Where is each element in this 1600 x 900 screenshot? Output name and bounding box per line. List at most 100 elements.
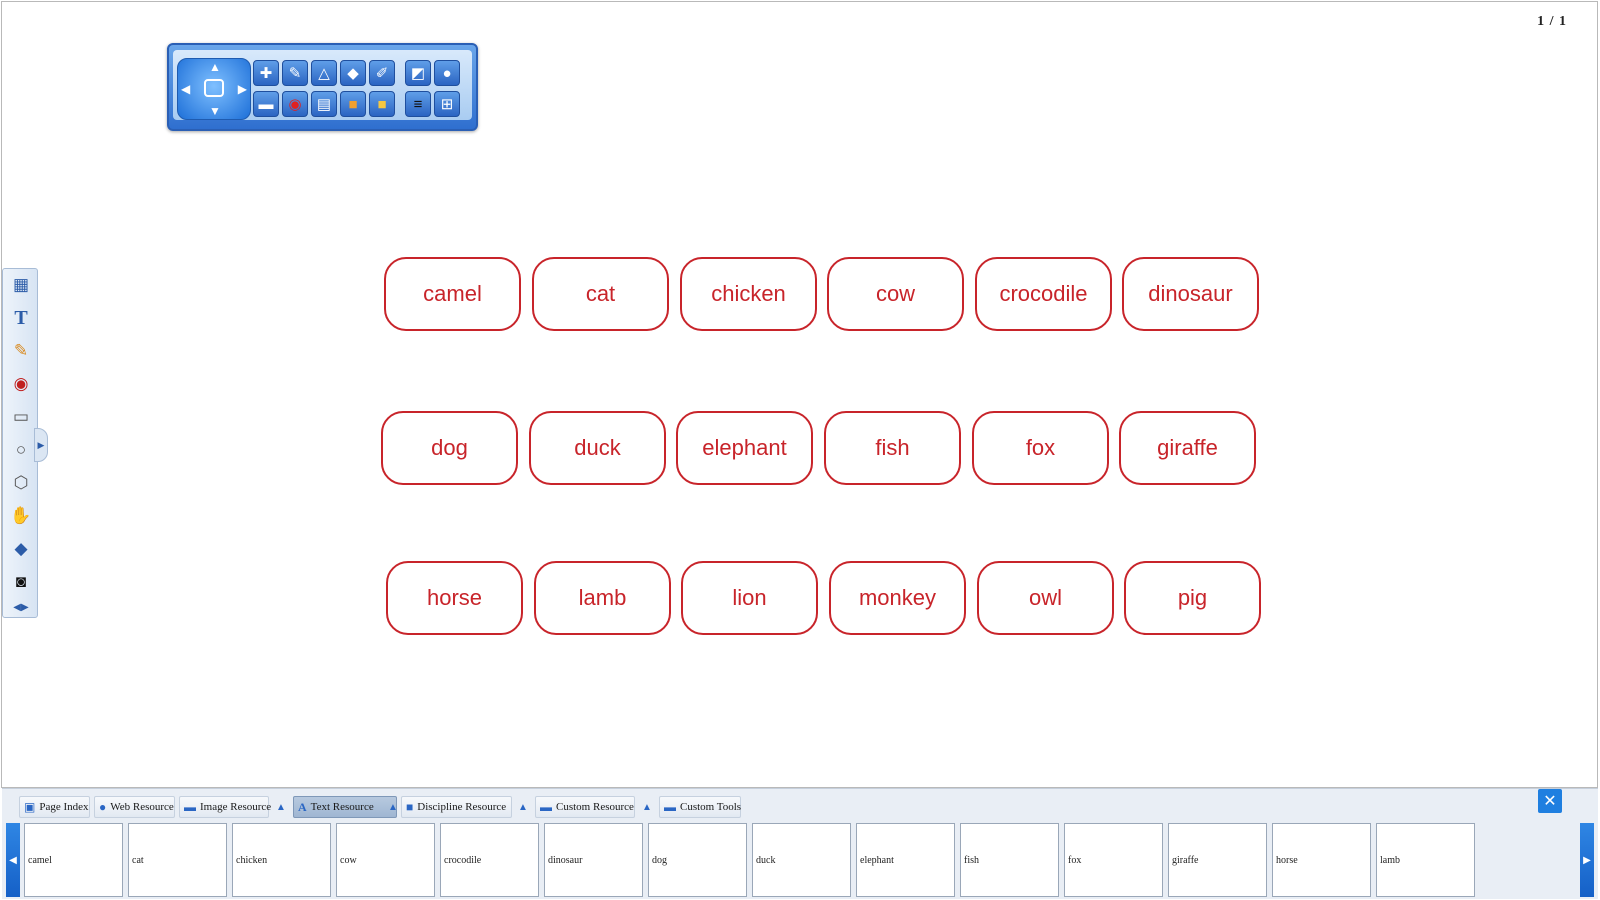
tab-page-index[interactable]: ▣ Page Index: [19, 796, 90, 818]
screen-mode-icon: [204, 79, 224, 97]
floating-toolbar[interactable]: ▲ ◀ ▶ ▼ ✚ ✎ △ ◆ ✐ ◩ ● ▬ ◉ ▤ ■ ■ ≡ ⊞: [167, 43, 478, 131]
toolbox-icon: ■: [348, 95, 358, 113]
highlighter-button[interactable]: ✐: [369, 60, 395, 86]
chevron-up-icon: ▲: [518, 801, 528, 813]
text-thumbnail[interactable]: horse: [1272, 823, 1371, 897]
left-tool-strip: ▦ T ✎ ◉ ▭ ○ ⬡ ✋ ◆ ◙ ◀▶: [2, 268, 38, 618]
grid-icon: ⊞: [440, 96, 454, 113]
text-thumbnail[interactable]: dog: [648, 823, 747, 897]
discipline-resource-expand[interactable]: ▲: [515, 799, 531, 815]
word-card[interactable]: dinosaur: [1122, 257, 1259, 331]
record-tool[interactable]: ◉: [9, 372, 33, 396]
rectangle-tool[interactable]: ▭: [9, 405, 33, 429]
collapse-arrows-icon: ◀▶: [13, 601, 29, 613]
text-thumbnail[interactable]: fox: [1064, 823, 1163, 897]
text-resource-expand[interactable]: ▲: [385, 799, 401, 815]
text-thumbnail[interactable]: chicken: [232, 823, 331, 897]
record-button[interactable]: ◉: [282, 91, 308, 117]
word-card[interactable]: cow: [827, 257, 964, 331]
word-card[interactable]: elephant: [676, 411, 813, 485]
hand-tool[interactable]: ✋: [9, 504, 33, 528]
text-thumbnail[interactable]: cat: [128, 823, 227, 897]
arrow-down-icon: ▼: [209, 104, 221, 118]
shape-button[interactable]: △: [311, 60, 337, 86]
thumbnail-scroll-left[interactable]: ◀: [6, 823, 20, 897]
word-card[interactable]: pig: [1124, 561, 1261, 635]
word-card[interactable]: giraffe: [1119, 411, 1256, 485]
folder-icon: ■: [377, 95, 387, 113]
text-thumbnail[interactable]: lamb: [1376, 823, 1475, 897]
whiteboard-canvas[interactable]: 1 / 1: [1, 1, 1598, 788]
screen-capture-icon: ▬: [258, 95, 274, 113]
collapse-arrows[interactable]: ◀▶: [9, 595, 33, 619]
text-thumbnail[interactable]: cow: [336, 823, 435, 897]
word-card[interactable]: horse: [386, 561, 523, 635]
text-thumbnail[interactable]: dinosaur: [544, 823, 643, 897]
image-folder-icon: ▬: [184, 800, 196, 814]
tab-label: Image Resource: [200, 801, 272, 813]
text-thumbnail[interactable]: elephant: [856, 823, 955, 897]
left-strip-toggle[interactable]: ▶: [34, 428, 48, 462]
word-card[interactable]: owl: [977, 561, 1114, 635]
tab-label: Custom Resource: [556, 801, 634, 813]
screen-tool[interactable]: ◙: [9, 570, 33, 594]
text-thumbnail[interactable]: fish: [960, 823, 1059, 897]
text-thumbnail[interactable]: giraffe: [1168, 823, 1267, 897]
text-thumbnail[interactable]: camel: [24, 823, 123, 897]
close-panel-button[interactable]: ✕: [1538, 789, 1562, 813]
toolbar-move-pad[interactable]: ▲ ◀ ▶ ▼: [177, 58, 251, 120]
toolbox-button[interactable]: ■: [340, 91, 366, 117]
tab-label: Web Resource: [110, 801, 174, 813]
thumbnail-scroll-right[interactable]: ▶: [1580, 823, 1594, 897]
word-card[interactable]: fox: [972, 411, 1109, 485]
eraser-icon: ◆: [14, 539, 28, 558]
text-tool[interactable]: T: [9, 306, 33, 330]
eraser-tool[interactable]: ◆: [9, 537, 33, 561]
pencil-tool[interactable]: ✎: [9, 339, 33, 363]
word-card[interactable]: lion: [681, 561, 818, 635]
new-page-button[interactable]: ✚: [253, 60, 279, 86]
tab-custom-resource[interactable]: ▬ Custom Resource: [535, 796, 635, 818]
background-tool[interactable]: ▦: [9, 273, 33, 297]
word-card[interactable]: duck: [529, 411, 666, 485]
arrow-right-icon: ▶: [237, 82, 247, 96]
document-button[interactable]: ▤: [311, 91, 337, 117]
grid-button[interactable]: ⊞: [434, 91, 460, 117]
tab-custom-tools[interactable]: ▬ Custom Tools: [659, 796, 741, 818]
line-width-button[interactable]: ≡: [405, 91, 431, 117]
word-card[interactable]: dog: [381, 411, 518, 485]
color-palette-button[interactable]: ●: [434, 60, 460, 86]
word-card[interactable]: cat: [532, 257, 669, 331]
word-card[interactable]: monkey: [829, 561, 966, 635]
tab-web-resource[interactable]: ● Web Resource: [94, 796, 175, 818]
hexagon-icon: ⬡: [13, 473, 29, 492]
custom-resource-expand[interactable]: ▲: [639, 799, 655, 815]
hexagon-tool[interactable]: ⬡: [9, 471, 33, 495]
circle-tool[interactable]: ○: [9, 438, 33, 462]
word-card[interactable]: fish: [824, 411, 961, 485]
layer-icon: ◩: [410, 65, 426, 82]
folder-button[interactable]: ■: [369, 91, 395, 117]
word-card[interactable]: crocodile: [975, 257, 1112, 331]
eraser-button[interactable]: ◆: [340, 60, 366, 86]
circle-icon: ○: [15, 440, 27, 459]
word-card[interactable]: lamb: [534, 561, 671, 635]
resource-panel: ▣ Page Index ● Web Resource ▬ Image Reso…: [2, 788, 1598, 899]
tab-discipline-resource[interactable]: ■ Discipline Resource: [401, 796, 512, 818]
screen-capture-button[interactable]: ▬: [253, 91, 279, 117]
text-icon: A: [298, 800, 307, 814]
close-icon: ✕: [1543, 793, 1557, 810]
pen-button[interactable]: ✎: [282, 60, 308, 86]
text-thumbnail[interactable]: duck: [752, 823, 851, 897]
text-icon: T: [14, 306, 28, 329]
layer-button[interactable]: ◩: [405, 60, 431, 86]
tab-text-resource[interactable]: A Text Resource: [293, 796, 397, 818]
word-card[interactable]: camel: [384, 257, 521, 331]
text-thumbnail[interactable]: crocodile: [440, 823, 539, 897]
image-resource-expand[interactable]: ▲: [273, 799, 289, 815]
screen-icon: ◙: [15, 572, 27, 591]
word-card[interactable]: chicken: [680, 257, 817, 331]
arrow-up-icon: ▲: [209, 60, 221, 74]
tab-image-resource[interactable]: ▬ Image Resource: [179, 796, 272, 818]
discipline-icon: ■: [406, 800, 414, 814]
